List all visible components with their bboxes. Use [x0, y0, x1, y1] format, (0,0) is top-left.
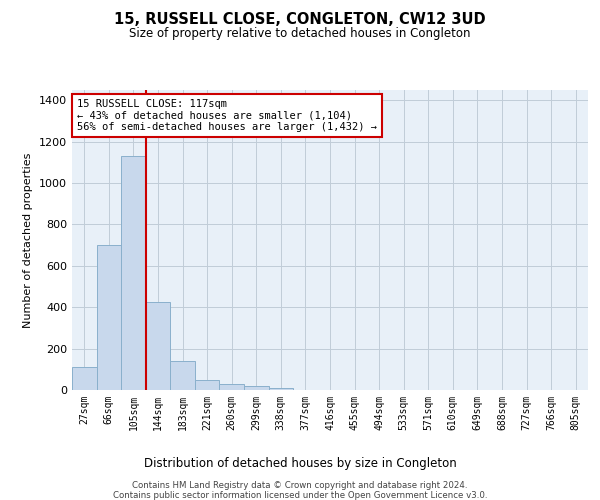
Text: 15 RUSSELL CLOSE: 117sqm
← 43% of detached houses are smaller (1,104)
56% of sem: 15 RUSSELL CLOSE: 117sqm ← 43% of detach…	[77, 99, 377, 132]
Bar	[244, 386, 269, 390]
Bar	[220, 384, 244, 390]
Text: Contains public sector information licensed under the Open Government Licence v3: Contains public sector information licen…	[113, 491, 487, 500]
Text: Size of property relative to detached houses in Congleton: Size of property relative to detached ho…	[129, 28, 471, 40]
Text: Contains HM Land Registry data © Crown copyright and database right 2024.: Contains HM Land Registry data © Crown c…	[132, 481, 468, 490]
Bar	[146, 302, 170, 390]
Text: 15, RUSSELL CLOSE, CONGLETON, CW12 3UD: 15, RUSSELL CLOSE, CONGLETON, CW12 3UD	[114, 12, 486, 28]
Bar	[195, 380, 220, 390]
Bar	[72, 367, 97, 390]
Bar	[121, 156, 146, 390]
Text: Distribution of detached houses by size in Congleton: Distribution of detached houses by size …	[143, 458, 457, 470]
Bar	[170, 361, 195, 390]
Y-axis label: Number of detached properties: Number of detached properties	[23, 152, 34, 328]
Bar	[97, 245, 121, 390]
Bar	[269, 388, 293, 390]
